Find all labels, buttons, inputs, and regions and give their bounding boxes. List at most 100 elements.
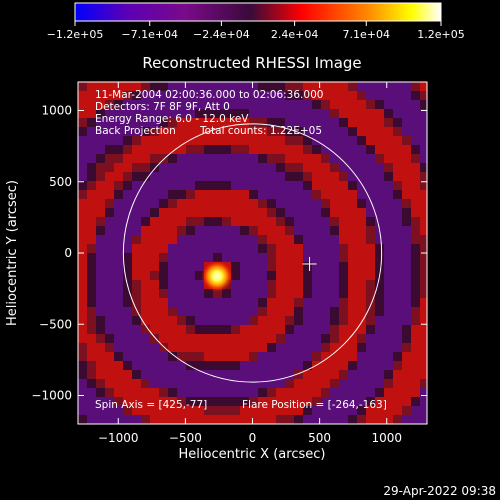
x-tick-label: 0 [249,431,257,445]
heatmap-cell [231,253,241,263]
heatmap-cell [123,91,133,101]
heatmap-cell [159,217,169,227]
heatmap-cell [384,127,394,137]
heatmap-cell [420,379,427,389]
heatmap-cell [393,235,403,245]
heatmap-cell [177,388,187,398]
heatmap-cell [357,289,367,299]
heatmap-cell [249,226,259,236]
heatmap-cell [195,334,205,344]
heatmap-cell [393,199,403,209]
heatmap-cell [330,325,340,335]
heatmap-cell [231,109,241,119]
heatmap-cell [348,208,358,218]
heatmap-cell [384,199,394,209]
heatmap-cell [321,226,331,236]
heatmap-cell [240,343,250,353]
heatmap-cell [411,253,421,263]
heatmap-cell [303,271,313,281]
heatmap-cell [321,325,331,335]
heatmap-cell [78,334,88,344]
heatmap-cell [195,307,205,317]
heatmap-cell [285,388,295,398]
heatmap-cell [411,190,421,200]
heatmap-cell [114,388,124,398]
heatmap-cell [384,397,394,407]
heatmap-cell [402,316,412,326]
heatmap-cell [330,109,340,119]
heatmap-cell [240,208,250,218]
heatmap-cell [366,145,376,155]
heatmap-cell [204,118,214,128]
heatmap-cell [312,289,322,299]
heatmap-cell [357,226,367,236]
heatmap-cell [114,406,124,416]
heatmap-cell [393,100,403,110]
heatmap-cell [258,298,268,308]
heatmap-cell [393,244,403,254]
heatmap-cell [330,190,340,200]
heatmap-cell [258,235,268,245]
heatmap-cell [384,253,394,263]
heatmap-cell [96,154,106,164]
heatmap-cell [213,91,223,101]
heatmap-cell [321,352,331,362]
heatmap-cell [186,352,196,362]
heatmap-cell [186,226,196,236]
heatmap-cell [366,262,376,272]
heatmap-cell [78,91,88,101]
heatmap-cell [321,289,331,299]
heatmap-cell [132,379,142,389]
heatmap-cell [420,217,427,227]
heatmap-cell [285,361,295,371]
heatmap-cell [285,289,295,299]
heatmap-cell [150,253,160,263]
heatmap-cell [366,361,376,371]
heatmap-cell [96,199,106,209]
heatmap-cell [420,316,427,326]
heatmap-cell [375,343,385,353]
heatmap-cell [402,379,412,389]
heatmap-cell [375,415,385,424]
heatmap-cell [411,127,421,137]
heatmap-cell [177,334,187,344]
heatmap-cell [276,361,286,371]
heatmap-cell [249,118,259,128]
heatmap-cell [303,370,313,380]
heatmap-cell [258,217,268,227]
heatmap-cell [204,415,214,424]
heatmap-cell [357,388,367,398]
heatmap-cell [276,397,286,407]
heatmap-cell [186,397,196,407]
heatmap-cell [249,388,259,398]
heatmap-cell [312,244,322,254]
heatmap-cell [321,334,331,344]
heatmap-cell [303,280,313,290]
heatmap-cell [402,172,412,182]
heatmap-cell [123,136,133,146]
heatmap-cell [249,82,259,92]
heatmap-cell [249,163,259,173]
heatmap-cell [411,262,421,272]
heatmap-cell [150,163,160,173]
heatmap-cell [285,82,295,92]
heatmap-cell [393,109,403,119]
heatmap-cell [123,172,133,182]
heatmap-cell [240,127,250,137]
heatmap-cell [357,343,367,353]
heatmap-cell [285,226,295,236]
heatmap-cell [411,370,421,380]
heatmap-cell [357,370,367,380]
heatmap-cell [87,271,97,281]
heatmap-cell [267,208,277,218]
heatmap-cell [204,388,214,398]
heatmap-cell [276,406,286,416]
heatmap-cell [186,253,196,263]
heatmap-cell [123,145,133,155]
heatmap-cell [402,244,412,254]
heatmap-cell [96,181,106,191]
heatmap-cell [249,325,259,335]
heatmap-cell [294,352,304,362]
heatmap-cell [321,379,331,389]
heatmap-cell [348,109,358,119]
